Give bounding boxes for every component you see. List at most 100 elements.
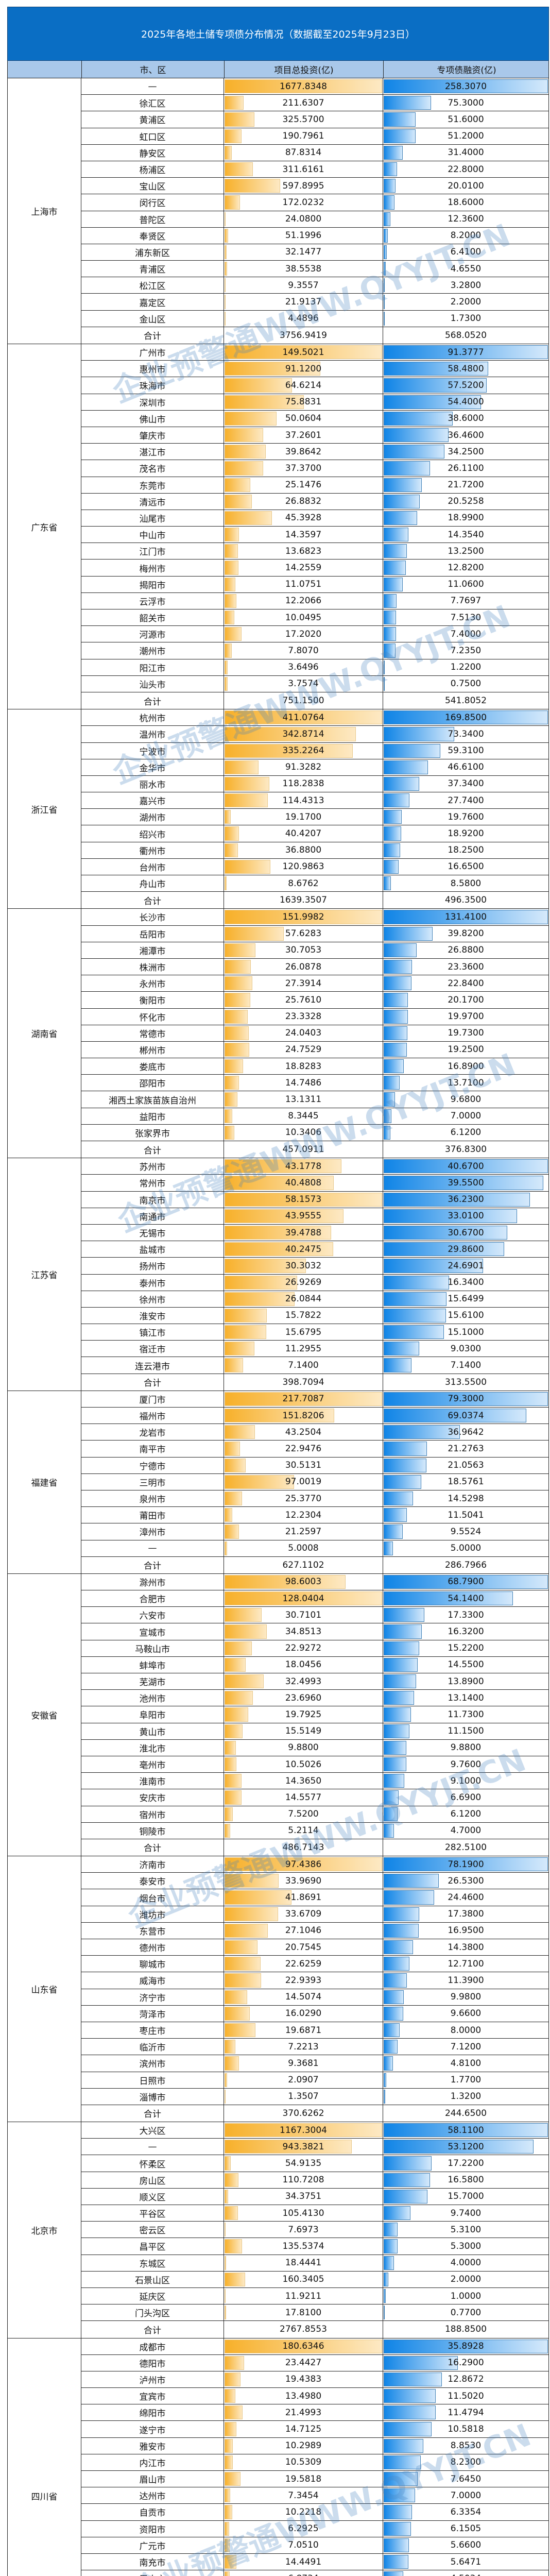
- investment-data-bar: [225, 1176, 334, 1190]
- city-name: 绵阳市: [139, 2409, 166, 2419]
- investment-value: 335.2264: [224, 742, 383, 759]
- city-name: 房山区: [139, 2176, 166, 2187]
- investment-data-bar: [225, 245, 227, 260]
- city-name: 南京市: [139, 1195, 166, 1206]
- city-name: 济南市: [139, 1860, 166, 1871]
- table-row: 丽水市 118.2838 37.3400: [81, 775, 548, 793]
- debt-value: 54.1400: [383, 1590, 548, 1607]
- table-row: 江门市 13.6823 13.2500: [81, 543, 548, 560]
- debt-value: 5.3000: [383, 2238, 548, 2255]
- investment-data-bar: [225, 1458, 246, 1472]
- debt-data-bar: [384, 910, 548, 924]
- debt-data-bar: [384, 926, 433, 941]
- debt-data-bar: [384, 1973, 407, 1988]
- table-row: 湘潭市 30.7053 26.8800: [81, 942, 548, 959]
- table-row: 安庆市 14.5577 6.6900: [81, 1789, 548, 1806]
- debt-data-bar: [384, 2206, 410, 2221]
- province-name: 四川省: [8, 2338, 81, 2576]
- table-row: 广元市 7.0510 5.6600: [81, 2537, 548, 2554]
- investment-data-bar: [225, 1890, 292, 1905]
- province-group: 广东省 广州市 149.5021 91.3777 惠州市 91.1200 58.4800 珠海…: [7, 344, 549, 710]
- investment-data-bar: [225, 2289, 226, 2303]
- table-row: 常德市 24.0403 19.7300: [81, 1025, 548, 1042]
- province-name: 福建省: [8, 1391, 81, 1573]
- investment-value: 58.1573: [224, 1191, 383, 1208]
- table-row: 广州市 149.5021 91.3777: [81, 344, 548, 361]
- debt-data-bar: [384, 112, 416, 127]
- table-row: 铜陵市 5.2114 4.7000: [81, 1822, 548, 1839]
- investment-data-bar: [225, 943, 256, 957]
- debt-value: 5.6471: [383, 2553, 548, 2570]
- debt-value: 4.5034: [383, 2570, 548, 2576]
- debt-data-bar: [384, 826, 401, 841]
- debt-data-bar: [384, 1209, 517, 1223]
- debt-data-bar: [384, 2538, 409, 2552]
- city-name: 湘西土家族苗族自治州: [109, 1095, 196, 1106]
- city-name: 河源市: [139, 630, 166, 641]
- investment-value: 25.7610: [224, 992, 383, 1008]
- debt-value: 12.7100: [383, 1956, 548, 1972]
- table-row: 黄山市 15.5149 11.1500: [81, 1723, 548, 1740]
- investment-data-bar: [225, 461, 263, 476]
- investment-value: 97.4386: [224, 1856, 383, 1873]
- investment-data-bar: [225, 129, 242, 143]
- investment-data-bar: [225, 2472, 241, 2486]
- investment-value: 10.0495: [224, 609, 383, 626]
- city-name: 黄山市: [139, 1727, 166, 1738]
- city-name: 台州市: [139, 862, 166, 873]
- investment-value: 23.3328: [224, 1008, 383, 1025]
- investment-value: 40.4207: [224, 825, 383, 842]
- investment-data-bar: [225, 1807, 233, 1821]
- debt-value: 11.5041: [383, 1507, 548, 1523]
- debt-value: 58.4800: [383, 361, 548, 377]
- debt-value: 1.7700: [383, 2072, 548, 2088]
- table-row: 盐城市 40.2475 29.8600: [81, 1241, 548, 1258]
- debt-data-bar: [384, 179, 396, 193]
- investment-data-bar: [225, 179, 280, 193]
- debt-data-bar: [384, 2505, 412, 2519]
- debt-value: 131.4100: [383, 909, 548, 925]
- city-name: 佛山市: [139, 414, 166, 425]
- city-name: 苏州市: [139, 1162, 166, 1173]
- investment-data-bar: [225, 1192, 382, 1207]
- debt-value: 11.1500: [383, 1723, 548, 1739]
- investment-value: 18.4441: [224, 2255, 383, 2271]
- city-name: 静安区: [139, 148, 166, 159]
- investment-value: 190.7961: [224, 128, 383, 144]
- investment-data-bar: [225, 976, 252, 991]
- investment-value: 33.9690: [224, 1873, 383, 1889]
- investment-data-bar: [225, 2239, 242, 2253]
- header-investment: 项目总投资(亿): [224, 61, 383, 78]
- investment-data-bar: [225, 79, 382, 94]
- investment-value: 51.1996: [224, 227, 383, 244]
- debt-value: 58.1100: [383, 2122, 548, 2139]
- city-name: 达州市: [139, 2492, 166, 2502]
- debt-data-bar: [384, 859, 399, 874]
- city-name: 马鞍山市: [135, 1644, 170, 1655]
- debt-value: 20.0100: [383, 178, 548, 194]
- city-name: 东城区: [139, 2259, 166, 2269]
- investment-value: 597.8995: [224, 178, 383, 194]
- city-name: 扬州市: [139, 1262, 166, 1273]
- table-row: 温州市 342.8714 73.3400: [81, 726, 548, 743]
- debt-data-bar: [384, 1125, 390, 1140]
- debt-data-bar: [384, 395, 482, 409]
- debt-data-bar: [384, 1524, 403, 1539]
- table-row: 镇江市 15.6795 15.1000: [81, 1324, 548, 1341]
- investment-value: 36.8800: [224, 842, 383, 858]
- investment-data-bar: [225, 1508, 233, 1522]
- table-row: 雅安市 10.2989 8.8530: [81, 2437, 548, 2454]
- debt-value: 18.9900: [383, 510, 548, 527]
- table-row: 菏泽市 16.0290 9.6600: [81, 2005, 548, 2022]
- debt-data-bar: [384, 2355, 458, 2370]
- investment-data-bar: [225, 2189, 229, 2204]
- debt-value: 7.6450: [383, 2471, 548, 2487]
- debt-value: 7.4000: [383, 626, 548, 642]
- city-name: 内江市: [139, 2458, 166, 2469]
- header-debt: 专项债融资(亿): [383, 61, 549, 78]
- table-row: 德州市 20.7545 14.3800: [81, 1939, 548, 1956]
- debt-data-bar: [384, 1076, 400, 1090]
- investment-data-bar: [225, 1707, 248, 1722]
- investment-value: 26.0844: [224, 1291, 383, 1307]
- table-row: 湘西土家族苗族自治州 13.1311 9.6800: [81, 1091, 548, 1108]
